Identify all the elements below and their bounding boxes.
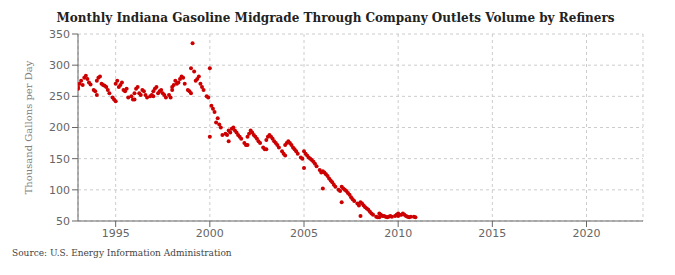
svg-text:2000: 2000 bbox=[196, 227, 224, 240]
svg-text:200: 200 bbox=[49, 121, 70, 134]
html-text:Source: U.S. Energy Informatio: Source: U.S. Energy Information Administ… bbox=[12, 248, 232, 258]
svg-text:350: 350 bbox=[49, 28, 70, 41]
svg-text:2005: 2005 bbox=[290, 227, 318, 240]
html-text:Monthly Indiana Gasoline Midgr: Monthly Indiana Gasoline Midgrade Throug… bbox=[56, 11, 615, 25]
svg-text:2020: 2020 bbox=[573, 227, 601, 240]
svg-text:1995: 1995 bbox=[102, 227, 130, 240]
svg-text:300: 300 bbox=[49, 59, 70, 72]
svg-text:150: 150 bbox=[49, 153, 70, 166]
svg-text:100: 100 bbox=[49, 184, 70, 197]
svg-text:50: 50 bbox=[56, 215, 70, 228]
svg-text:Thousand Gallons per Day: Thousand Gallons per Day bbox=[23, 60, 34, 194]
svg-text:250: 250 bbox=[49, 90, 70, 103]
svg-text:2015: 2015 bbox=[478, 227, 506, 240]
svg-text:2010: 2010 bbox=[384, 227, 412, 240]
